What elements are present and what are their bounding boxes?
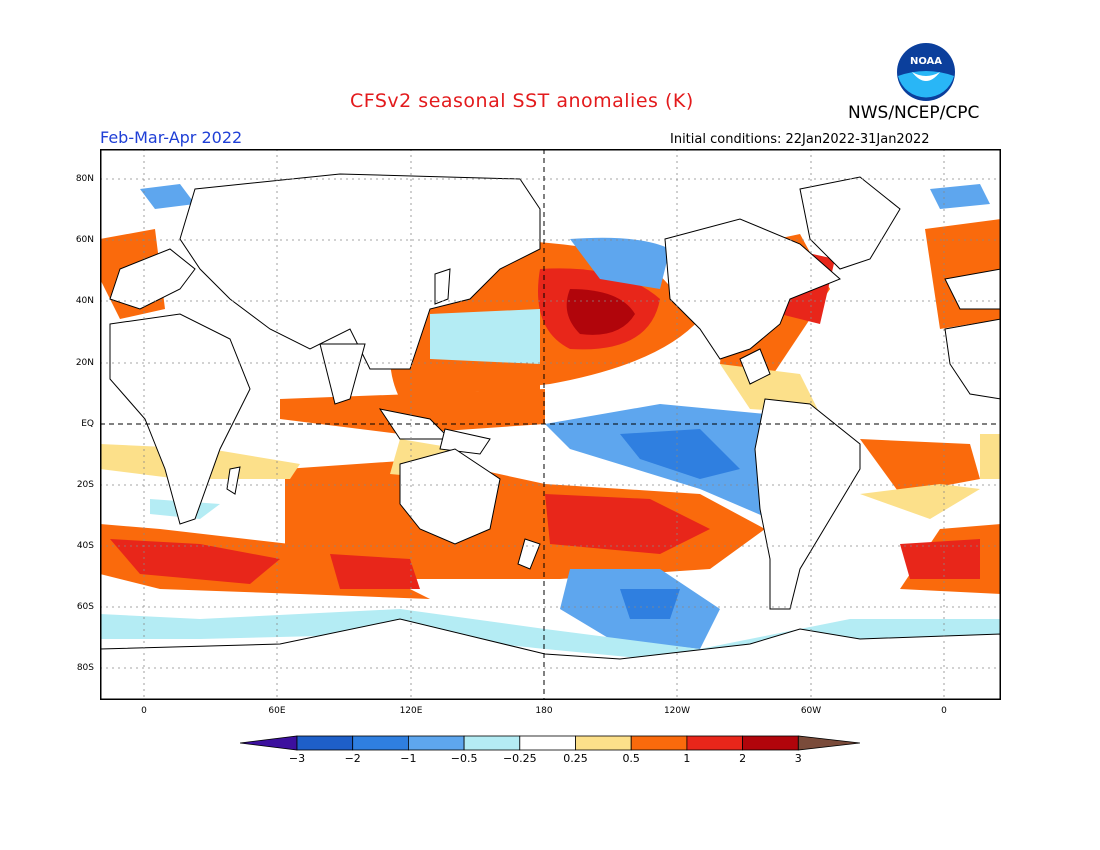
- colorbar-tick-label: 2: [739, 752, 747, 765]
- colorbar-tick-label: 1: [683, 752, 691, 765]
- colorbar-cell: [407, 735, 465, 751]
- logo-text: NOAA: [910, 56, 942, 67]
- colorbar: [240, 735, 860, 751]
- lat-label-80s: 80S: [76, 663, 94, 673]
- colorbar-tick-label: 3: [794, 752, 802, 765]
- lat-label-eq: EQ: [81, 419, 94, 429]
- colorbar-tick-label: −0.25: [502, 752, 537, 765]
- colorbar-cell: [463, 735, 521, 751]
- lon-label-180: 180: [535, 706, 553, 716]
- sst-anomaly-map: [100, 149, 1001, 700]
- lon-label-60e: 60E: [268, 706, 286, 716]
- lat-label-60n: 60N: [75, 235, 94, 245]
- lat-label-80n: 80N: [75, 174, 94, 184]
- colorbar-cell: [296, 735, 354, 751]
- lat-label-40n: 40N: [75, 296, 94, 306]
- lon-label-60w: 60W: [800, 706, 822, 716]
- noaa-logo: NOAA: [897, 43, 955, 101]
- forecast-period: Feb-Mar-Apr 2022: [100, 128, 243, 147]
- lat-label-20n: 20N: [75, 358, 94, 368]
- lat-label-20s: 20S: [76, 480, 94, 490]
- lon-label-120w: 120W: [663, 706, 691, 716]
- colorbar-cell: [519, 735, 576, 751]
- map-frame: [100, 149, 1001, 700]
- colorbar-cell: [686, 735, 743, 751]
- colorbar-tick-label: −1: [400, 752, 417, 765]
- colorbar-cell-below-min: [240, 735, 298, 751]
- colorbar-cell: [742, 735, 799, 751]
- lon-label-0-east: 0: [941, 706, 947, 716]
- colorbar-cell-above-max: [797, 735, 860, 751]
- colorbar-cell: [630, 735, 688, 751]
- reference-lines: [100, 149, 1001, 700]
- lat-label-40s: 40S: [76, 541, 94, 551]
- extreme-warm-regions: [566, 289, 635, 335]
- lat-label-60s: 60S: [76, 602, 94, 612]
- colorbar-tick-label: −2: [344, 752, 361, 765]
- colorbar-cell: [352, 735, 409, 751]
- initial-conditions: Initial conditions: 22Jan2022-31Jan2022: [670, 132, 930, 147]
- strong-cool-regions: [620, 429, 740, 619]
- colorbar-tick-label: −0.5: [450, 752, 478, 765]
- agency-label: NWS/NCEP/CPC: [848, 103, 980, 123]
- colorbar-tick-label: 0.25: [563, 752, 588, 765]
- chart-title: CFSv2 seasonal SST anomalies (K): [350, 90, 694, 112]
- colorbar-tick-label: −3: [288, 752, 306, 765]
- lon-label-120e: 120E: [399, 706, 423, 716]
- colorbar-cell: [575, 735, 632, 751]
- lon-label-0: 0: [141, 706, 147, 716]
- graticule: [100, 149, 1001, 700]
- colorbar-tick-label: 0.5: [622, 752, 640, 765]
- continents: [100, 173, 1001, 700]
